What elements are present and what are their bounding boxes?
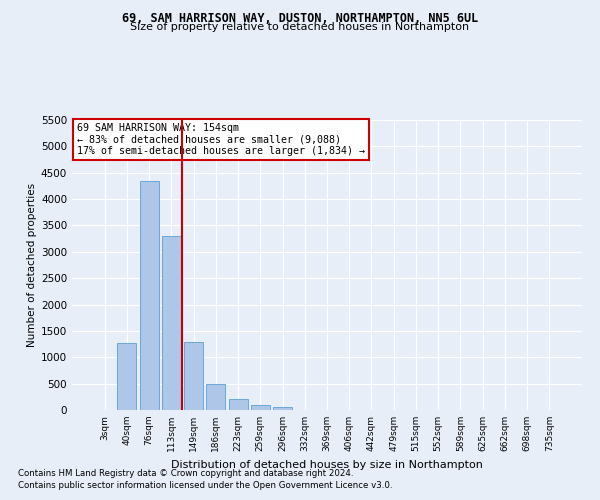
Bar bbox=[206, 384, 225, 410]
Text: Contains public sector information licensed under the Open Government Licence v3: Contains public sector information licen… bbox=[18, 481, 392, 490]
Bar bbox=[140, 181, 158, 410]
X-axis label: Distribution of detached houses by size in Northampton: Distribution of detached houses by size … bbox=[171, 460, 483, 469]
Bar bbox=[273, 407, 292, 410]
Bar bbox=[118, 343, 136, 410]
Bar bbox=[162, 236, 181, 410]
Bar bbox=[184, 342, 203, 410]
Text: 69, SAM HARRISON WAY, DUSTON, NORTHAMPTON, NN5 6UL: 69, SAM HARRISON WAY, DUSTON, NORTHAMPTO… bbox=[122, 12, 478, 26]
Text: Size of property relative to detached houses in Northampton: Size of property relative to detached ho… bbox=[130, 22, 470, 32]
Text: Contains HM Land Registry data © Crown copyright and database right 2024.: Contains HM Land Registry data © Crown c… bbox=[18, 468, 353, 477]
Y-axis label: Number of detached properties: Number of detached properties bbox=[27, 183, 37, 347]
Bar bbox=[229, 399, 248, 410]
Text: 69 SAM HARRISON WAY: 154sqm
← 83% of detached houses are smaller (9,088)
17% of : 69 SAM HARRISON WAY: 154sqm ← 83% of det… bbox=[77, 123, 365, 156]
Bar bbox=[251, 406, 270, 410]
